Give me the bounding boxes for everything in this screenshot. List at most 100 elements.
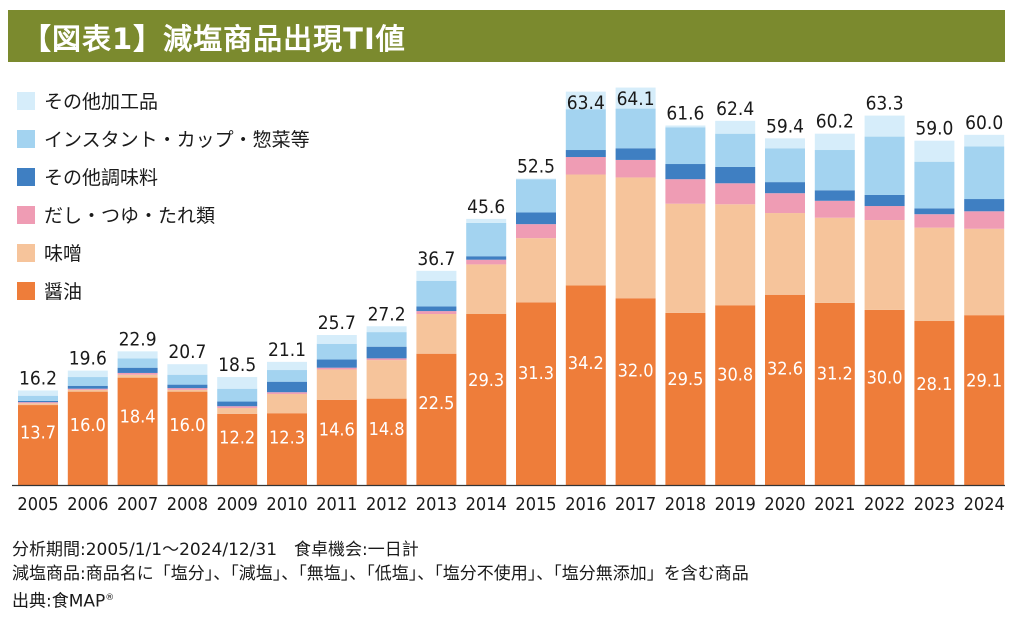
bar-segment-5-2018: [665, 125, 706, 128]
x-tick-2024: 2024: [964, 494, 1005, 515]
value-label-soy-2010: 12.3: [269, 427, 305, 448]
bar-segment-0-2010: [267, 413, 307, 485]
total-label-2009: 18.5: [218, 354, 256, 376]
bar-segment-1-2012: [366, 360, 407, 399]
x-tick-2012: 2012: [366, 494, 407, 515]
bar-segment-5-2017: [615, 87, 656, 109]
value-label-soy-2013: 22.5: [418, 393, 454, 414]
x-tick-2014: 2014: [466, 494, 507, 515]
bar-segment-5-2011: [316, 335, 357, 344]
bar-segment-3-2006: [67, 385, 108, 389]
x-tick-2017: 2017: [615, 494, 656, 515]
bar-segment-4-2024: [964, 146, 1005, 200]
legend-swatch-2: [17, 168, 35, 186]
value-label-soy-2006: 16.0: [70, 415, 106, 436]
legend-swatch-1: [17, 130, 35, 148]
bar-segment-2-2011: [316, 367, 357, 370]
bar-segment-3-2022: [864, 194, 905, 207]
total-label-2020: 59.4: [766, 115, 804, 137]
bar-segment-3-2007: [117, 367, 158, 373]
bar-segment-1-2017: [615, 177, 656, 299]
value-label-soy-2021: 31.2: [817, 363, 853, 384]
bar-segment-2-2013: [416, 311, 457, 315]
bar-segment-1-2022: [864, 220, 905, 310]
bar-segment-0-2023: [914, 321, 955, 485]
bar-segment-0-2007: [117, 377, 158, 485]
bar-segment-1-2024: [964, 228, 1005, 316]
x-tick-2007: 2007: [117, 494, 158, 515]
bar-segment-0-2018: [665, 312, 706, 485]
bar-segment-4-2009: [217, 388, 258, 402]
x-tick-2006: 2006: [67, 494, 108, 515]
bar-segment-2-2019: [715, 183, 756, 205]
bar-segment-4-2016: [565, 109, 606, 151]
bar-segment-4-2021: [814, 150, 855, 191]
x-tick-2016: 2016: [565, 494, 606, 515]
total-label-2014: 45.6: [467, 196, 505, 218]
total-label-2010: 21.1: [268, 339, 306, 361]
legend-swatch-5: [17, 282, 35, 300]
bar-segment-3-2010: [267, 381, 307, 393]
value-label-soy-2016: 34.2: [568, 353, 604, 374]
legend-label-0: その他加工品: [44, 91, 158, 113]
bar-segment-0-2024: [964, 315, 1005, 485]
bar-segment-4-2011: [316, 343, 357, 360]
value-label-soy-2024: 29.1: [966, 371, 1002, 392]
bar-segment-1-2006: [67, 389, 108, 392]
definition-note: 減塩商品:商品名に「塩分」、「減塩」、「無塩」、「低塩」、「塩分不使用」、「塩分…: [12, 564, 749, 584]
analysis-period-note: 分析期間:2005/1/1〜2024/12/31 食卓機会:一日計: [12, 540, 419, 560]
value-label-soy-2020: 32.6: [767, 359, 803, 380]
bar-segment-1-2019: [715, 204, 756, 306]
bar-segment-0-2016: [565, 285, 606, 485]
bar-segment-2-2021: [814, 200, 855, 218]
bar-segment-1-2016: [565, 174, 606, 286]
bar-segment-4-2023: [914, 161, 955, 209]
value-label-soy-2019: 30.8: [717, 365, 753, 386]
bar-segment-4-2007: [117, 358, 158, 368]
bar-segment-2-2015: [516, 224, 556, 239]
value-label-soy-2009: 12.2: [219, 428, 255, 449]
bar-segment-5-2006: [67, 370, 108, 378]
total-label-2016: 63.4: [567, 92, 605, 114]
x-tick-2009: 2009: [217, 494, 258, 515]
x-tick-2023: 2023: [914, 494, 955, 515]
bar-segment-1-2011: [316, 369, 357, 400]
bar-segment-1-2015: [516, 238, 556, 303]
total-label-2023: 59.0: [915, 118, 953, 140]
bar-segment-4-2015: [516, 179, 556, 213]
x-tick-2022: 2022: [864, 494, 905, 515]
bar-segment-3-2018: [665, 164, 706, 180]
chart-title: 【図表1】減塩商品出現TI値: [22, 22, 406, 56]
bar-segment-3-2023: [914, 208, 955, 215]
bar-segment-5-2021: [814, 133, 855, 151]
bar-segment-1-2021: [814, 217, 855, 303]
bar-segment-1-2013: [416, 314, 457, 354]
title-bar: 【図表1】減塩商品出現TI値: [8, 10, 1005, 62]
bar-segment-5-2020: [765, 138, 805, 149]
bar-segment-2-2012: [366, 358, 407, 361]
total-label-2007: 22.9: [119, 328, 157, 350]
total-label-2022: 63.3: [866, 93, 904, 115]
bar-segment-4-2020: [765, 148, 805, 183]
bar-segment-3-2024: [964, 199, 1005, 212]
bar-segment-0-2008: [167, 391, 208, 485]
bar-segment-5-2024: [964, 134, 1005, 147]
x-tick-2008: 2008: [167, 494, 208, 515]
total-label-2018: 61.6: [666, 103, 704, 125]
bar-segment-0-2011: [316, 399, 357, 485]
bar-segment-3-2008: [167, 384, 208, 389]
x-tick-2013: 2013: [416, 494, 457, 515]
bar-segment-3-2020: [765, 182, 805, 194]
value-label-soy-2014: 29.3: [468, 370, 504, 391]
bar-segment-2-2023: [914, 214, 955, 228]
bar-segment-3-2016: [565, 150, 606, 158]
total-label-2019: 62.4: [716, 98, 754, 120]
total-label-2006: 19.6: [69, 348, 107, 370]
bar-segment-4-2006: [67, 377, 108, 386]
total-label-2013: 36.7: [417, 248, 455, 270]
x-tick-2011: 2011: [316, 494, 357, 515]
bar-segment-0-2020: [765, 294, 805, 485]
bar-segment-3-2013: [416, 306, 457, 312]
bar-segment-1-2009: [217, 407, 258, 414]
bar-segment-1-2023: [914, 227, 955, 322]
